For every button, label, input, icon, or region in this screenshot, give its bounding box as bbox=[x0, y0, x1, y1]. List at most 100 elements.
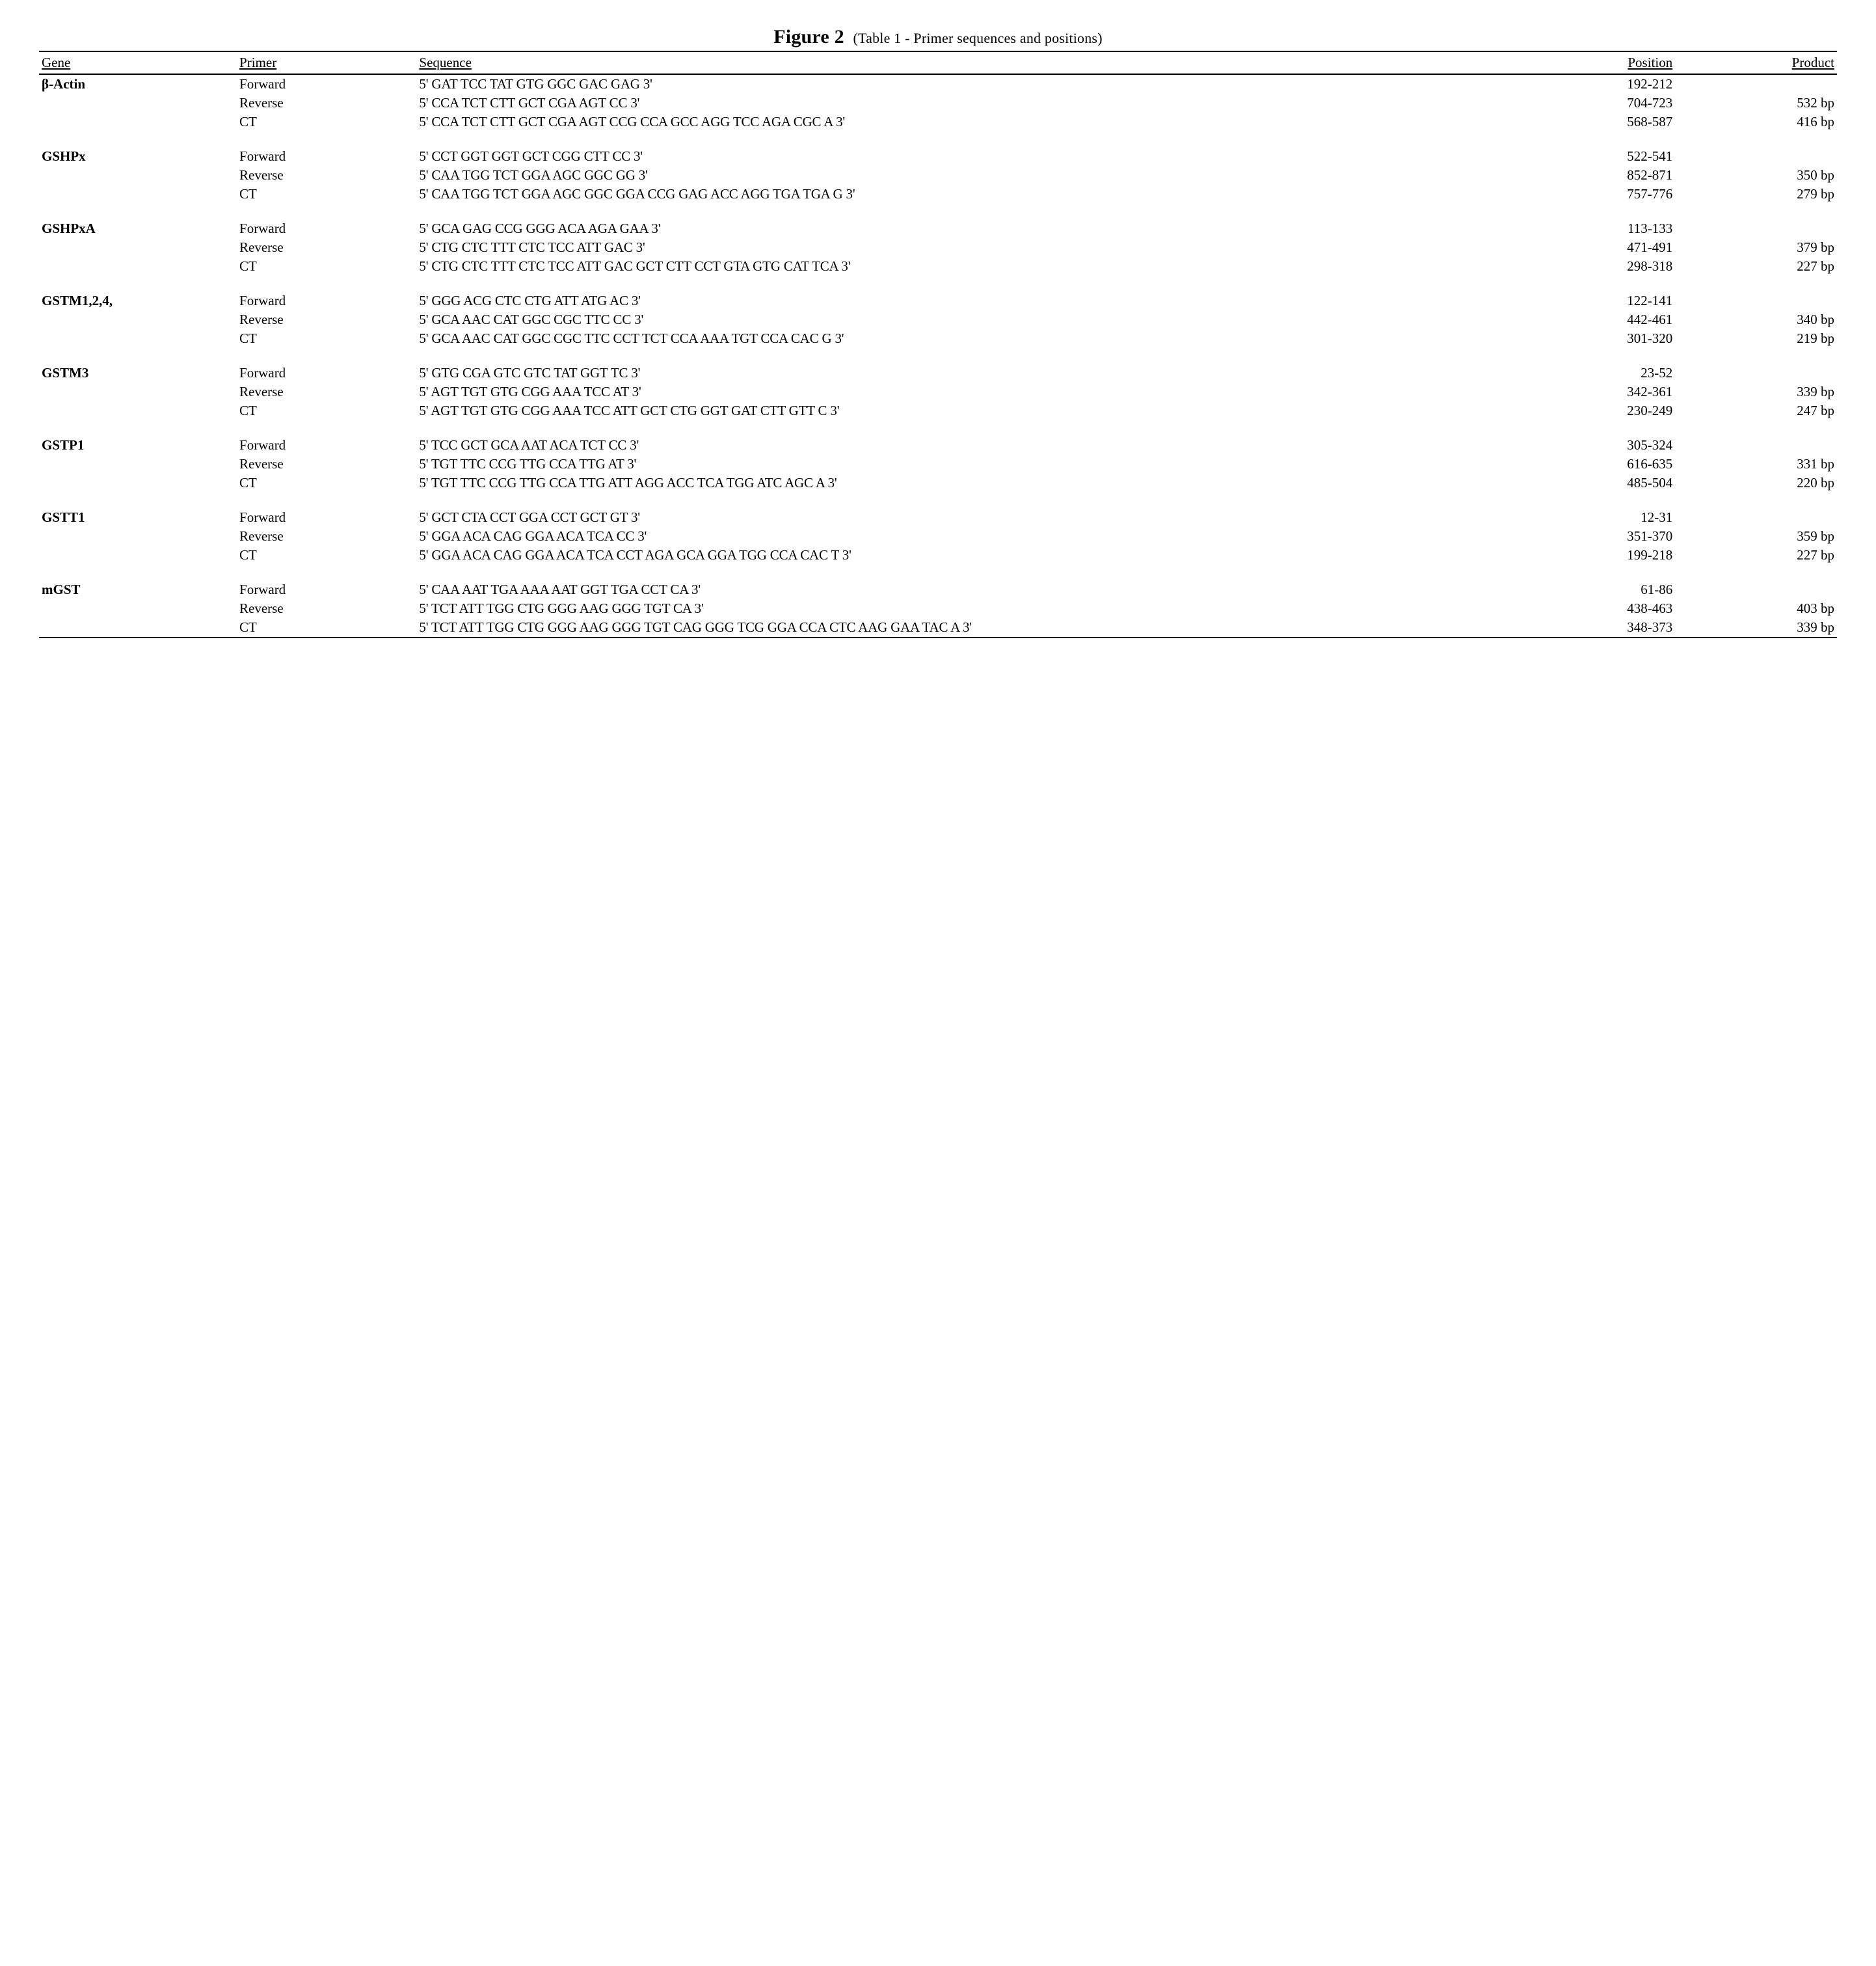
table-row: GSTM3Forward5' GTG CGA GTC GTC TAT GGT T… bbox=[39, 364, 1837, 383]
table-row: Reverse5' CTG CTC TTT CTC TCC ATT GAC 3'… bbox=[39, 238, 1837, 257]
gene-cell bbox=[39, 474, 237, 492]
sequence-cell: 5' GTG CGA GTC GTC TAT GGT TC 3' bbox=[416, 364, 1477, 383]
sequence-cell: 5' CAA AAT TGA AAA AAT GGT TGA CCT CA 3' bbox=[416, 580, 1477, 599]
primer-cell: Reverse bbox=[237, 527, 416, 546]
product-cell: 220 bp bbox=[1675, 474, 1837, 492]
product-cell bbox=[1675, 364, 1837, 383]
primer-cell: Forward bbox=[237, 74, 416, 94]
primer-cell: CT bbox=[237, 185, 416, 204]
gene-cell bbox=[39, 527, 237, 546]
gene-cell bbox=[39, 238, 237, 257]
group-gap bbox=[39, 348, 1837, 364]
position-cell: 852-871 bbox=[1477, 166, 1675, 185]
sequence-cell: 5' GGG ACG CTC CTG ATT ATG AC 3' bbox=[416, 291, 1477, 310]
position-cell: 230-249 bbox=[1477, 401, 1675, 420]
col-sequence: Sequence bbox=[416, 51, 1477, 74]
table-row: CT5' GGA ACA CAG GGA ACA TCA CCT AGA GCA… bbox=[39, 546, 1837, 565]
primer-table: Gene Primer Sequence Position Product β-… bbox=[39, 51, 1837, 638]
position-cell: 113-133 bbox=[1477, 219, 1675, 238]
product-cell bbox=[1675, 580, 1837, 599]
col-primer: Primer bbox=[237, 51, 416, 74]
table-row: GSHPxAForward5' GCA GAG CCG GGG ACA AGA … bbox=[39, 219, 1837, 238]
primer-cell: Reverse bbox=[237, 166, 416, 185]
primer-cell: Forward bbox=[237, 508, 416, 527]
primer-cell: Reverse bbox=[237, 455, 416, 474]
gene-cell: GSTM3 bbox=[39, 364, 237, 383]
table-row: CT5' CAA TGG TCT GGA AGC GGC GGA CCG GAG… bbox=[39, 185, 1837, 204]
gene-cell bbox=[39, 185, 237, 204]
product-cell bbox=[1675, 147, 1837, 166]
sequence-cell: 5' GCT CTA CCT GGA CCT GCT GT 3' bbox=[416, 508, 1477, 527]
table-row: Reverse5' TCT ATT TGG CTG GGG AAG GGG TG… bbox=[39, 599, 1837, 618]
gene-cell: GSHPx bbox=[39, 147, 237, 166]
sequence-cell: 5' AGT TGT GTG CGG AAA TCC AT 3' bbox=[416, 383, 1477, 401]
product-cell bbox=[1675, 508, 1837, 527]
primer-cell: CT bbox=[237, 257, 416, 276]
table-row: mGSTForward5' CAA AAT TGA AAA AAT GGT TG… bbox=[39, 580, 1837, 599]
table-row: Reverse5' GCA AAC CAT GGC CGC TTC CC 3'4… bbox=[39, 310, 1837, 329]
primer-cell: Reverse bbox=[237, 383, 416, 401]
position-cell: 616-635 bbox=[1477, 455, 1675, 474]
gene-cell: GSTM1,2,4, bbox=[39, 291, 237, 310]
sequence-cell: 5' GCA GAG CCG GGG ACA AGA GAA 3' bbox=[416, 219, 1477, 238]
position-cell: 351-370 bbox=[1477, 527, 1675, 546]
primer-cell: Reverse bbox=[237, 238, 416, 257]
gene-cell bbox=[39, 401, 237, 420]
table-row: GSTM1,2,4,Forward5' GGG ACG CTC CTG ATT … bbox=[39, 291, 1837, 310]
figure-title-main: Figure 2 bbox=[773, 26, 844, 47]
primer-cell: CT bbox=[237, 113, 416, 131]
position-cell: 348-373 bbox=[1477, 618, 1675, 638]
table-row: CT5' AGT TGT GTG CGG AAA TCC ATT GCT CTG… bbox=[39, 401, 1837, 420]
position-cell: 568-587 bbox=[1477, 113, 1675, 131]
sequence-cell: 5' TCT ATT TGG CTG GGG AAG GGG TGT CAG G… bbox=[416, 618, 1477, 638]
product-cell bbox=[1675, 74, 1837, 94]
primer-cell: Reverse bbox=[237, 599, 416, 618]
sequence-cell: 5' TGT TTC CCG TTG CCA TTG ATT AGG ACC T… bbox=[416, 474, 1477, 492]
product-cell: 416 bp bbox=[1675, 113, 1837, 131]
position-cell: 305-324 bbox=[1477, 436, 1675, 455]
table-row: Reverse5' CCA TCT CTT GCT CGA AGT CC 3'7… bbox=[39, 94, 1837, 113]
group-gap bbox=[39, 492, 1837, 508]
sequence-cell: 5' CCA TCT CTT GCT CGA AGT CCG CCA GCC A… bbox=[416, 113, 1477, 131]
product-cell: 359 bp bbox=[1675, 527, 1837, 546]
table-row: CT5' GCA AAC CAT GGC CGC TTC CCT TCT CCA… bbox=[39, 329, 1837, 348]
sequence-cell: 5' CAA TGG TCT GGA AGC GGC GG 3' bbox=[416, 166, 1477, 185]
position-cell: 485-504 bbox=[1477, 474, 1675, 492]
product-cell: 339 bp bbox=[1675, 618, 1837, 638]
gene-cell bbox=[39, 599, 237, 618]
position-cell: 301-320 bbox=[1477, 329, 1675, 348]
position-cell: 122-141 bbox=[1477, 291, 1675, 310]
primer-cell: Reverse bbox=[237, 310, 416, 329]
product-cell bbox=[1675, 436, 1837, 455]
sequence-cell: 5' CCT GGT GGT GCT CGG CTT CC 3' bbox=[416, 147, 1477, 166]
position-cell: 442-461 bbox=[1477, 310, 1675, 329]
table-row: CT5' TGT TTC CCG TTG CCA TTG ATT AGG ACC… bbox=[39, 474, 1837, 492]
sequence-cell: 5' GCA AAC CAT GGC CGC TTC CC 3' bbox=[416, 310, 1477, 329]
position-cell: 12-31 bbox=[1477, 508, 1675, 527]
group-gap bbox=[39, 420, 1837, 436]
gene-cell bbox=[39, 546, 237, 565]
position-cell: 438-463 bbox=[1477, 599, 1675, 618]
sequence-cell: 5' GGA ACA CAG GGA ACA TCA CC 3' bbox=[416, 527, 1477, 546]
gene-cell: β-Actin bbox=[39, 74, 237, 94]
gene-cell bbox=[39, 94, 237, 113]
table-row: GSTP1Forward5' TCC GCT GCA AAT ACA TCT C… bbox=[39, 436, 1837, 455]
group-gap bbox=[39, 276, 1837, 291]
sequence-cell: 5' CAA TGG TCT GGA AGC GGC GGA CCG GAG A… bbox=[416, 185, 1477, 204]
gene-cell bbox=[39, 455, 237, 474]
table-row: Reverse5' TGT TTC CCG TTG CCA TTG AT 3'6… bbox=[39, 455, 1837, 474]
primer-cell: Forward bbox=[237, 291, 416, 310]
table-row: CT5' CCA TCT CTT GCT CGA AGT CCG CCA GCC… bbox=[39, 113, 1837, 131]
table-row: GSHPxForward5' CCT GGT GGT GCT CGG CTT C… bbox=[39, 147, 1837, 166]
sequence-cell: 5' TCT ATT TGG CTG GGG AAG GGG TGT CA 3' bbox=[416, 599, 1477, 618]
col-product: Product bbox=[1675, 51, 1837, 74]
product-cell: 247 bp bbox=[1675, 401, 1837, 420]
primer-cell: Forward bbox=[237, 364, 416, 383]
sequence-cell: 5' GGA ACA CAG GGA ACA TCA CCT AGA GCA G… bbox=[416, 546, 1477, 565]
group-gap bbox=[39, 565, 1837, 580]
sequence-cell: 5' TCC GCT GCA AAT ACA TCT CC 3' bbox=[416, 436, 1477, 455]
product-cell: 227 bp bbox=[1675, 546, 1837, 565]
product-cell: 279 bp bbox=[1675, 185, 1837, 204]
position-cell: 342-361 bbox=[1477, 383, 1675, 401]
position-cell: 757-776 bbox=[1477, 185, 1675, 204]
